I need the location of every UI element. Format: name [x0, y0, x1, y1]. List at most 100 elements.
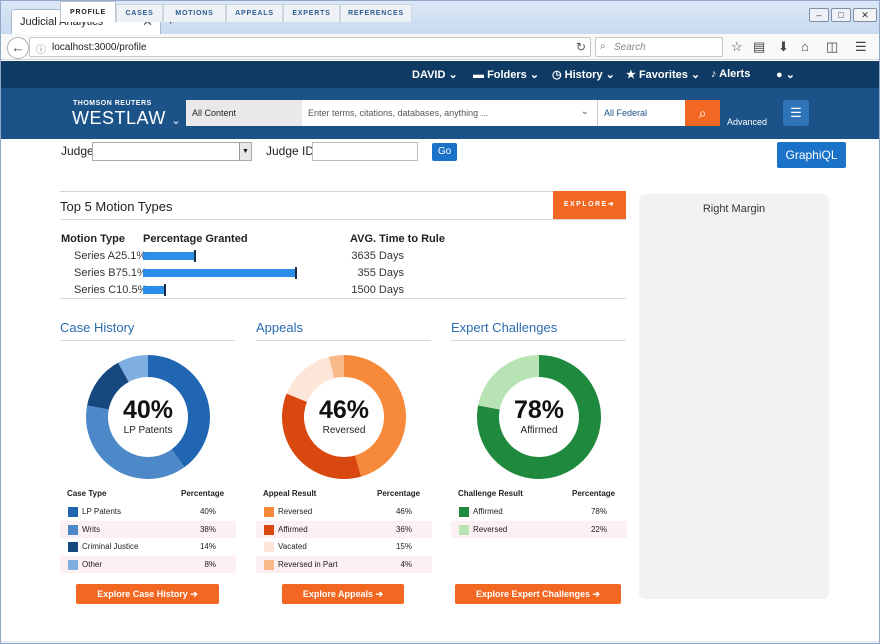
right-margin-label: Right Margin: [702, 203, 766, 215]
expert-challenges-center-label: Affirmed: [520, 425, 558, 436]
window-bottom-edge: [1, 641, 879, 643]
folders-menu[interactable]: ▬ Folders ⌄: [473, 69, 540, 81]
col-avg-time: AVG. Time to Rule: [350, 233, 445, 245]
table-cell-percentage: 78%: [590, 507, 607, 516]
appeals-center-label: Reversed: [322, 425, 366, 436]
appeals-center-percentage: 46%: [318, 396, 370, 424]
tab-cases[interactable]: CASES: [116, 4, 163, 22]
table-cell-name: Reversed in Part: [278, 559, 338, 569]
donut-slice[interactable]: [87, 362, 129, 410]
avg-time-value: 1500 Days: [351, 284, 404, 296]
minimize-icon[interactable]: –: [809, 8, 829, 22]
navigation-bar: ← ⓘ localhost:3000/profile ↻ ⌕ Search ☆ …: [1, 34, 879, 60]
url-text: localhost:3000/profile: [52, 42, 147, 53]
donut-slice[interactable]: [286, 356, 335, 402]
dropdown-arrow-icon[interactable]: ▼: [239, 143, 251, 160]
right-margin-panel: Right Margin: [639, 194, 829, 599]
table-cell-name: Criminal Justice: [82, 542, 139, 551]
donut-slice[interactable]: [328, 355, 344, 379]
explore-button[interactable]: EXPLORE➔: [553, 191, 626, 219]
tabs-divider: [60, 191, 626, 192]
avg-time-value: 3635 Days: [351, 250, 404, 262]
divider: [60, 340, 235, 341]
reading-list-icon[interactable]: ▤: [753, 39, 766, 54]
table-cell-name: Writs: [82, 524, 101, 534]
divider: [451, 340, 626, 341]
tab-motions[interactable]: MOTIONS: [163, 4, 226, 22]
table-header-percentage: Percentage: [377, 489, 421, 498]
advanced-link[interactable]: Advanced: [727, 117, 768, 127]
donut-slice[interactable]: [282, 393, 362, 479]
westlaw-header: THOMSON REUTERS WESTLAW ⌄ All Content En…: [1, 88, 879, 139]
alerts-menu[interactable]: ♪ Alerts: [711, 68, 751, 80]
table-row: Reversed 22%: [451, 520, 627, 538]
divider: [60, 298, 626, 299]
table-cell-percentage: 15%: [395, 542, 412, 551]
jurisdiction-select[interactable]: All Federal: [598, 100, 685, 126]
westlaw-search-input[interactable]: Enter terms, citations, databases, anyth…: [302, 100, 598, 126]
table-row: Vacated 15%: [256, 538, 432, 555]
maximize-icon[interactable]: □: [831, 8, 851, 22]
table-row: Writs 38%: [60, 520, 236, 538]
table-cell-name: Reversed: [278, 507, 313, 516]
table-cell-name: Other: [82, 559, 103, 569]
legend-swatch: [68, 559, 78, 570]
percentage-bar-marker: [295, 267, 297, 279]
graphiql-button[interactable]: GraphiQL: [777, 142, 846, 168]
table-cell-name: Vacated: [278, 542, 307, 551]
legend-swatch: [68, 524, 78, 535]
westlaw-top-nav: DAVID ⌄ ▬ Folders ⌄ ◷ History ⌄ ★ Favori…: [1, 61, 879, 88]
star-icon[interactable]: ☆: [731, 39, 743, 54]
go-button[interactable]: Go: [432, 143, 457, 161]
explore-expert-challenges-button[interactable]: Explore Expert Challenges ➔: [455, 584, 621, 604]
judge-id-input[interactable]: [312, 142, 418, 161]
donut-slice[interactable]: [344, 355, 406, 477]
motion-row-label: Series C10.5%: [74, 284, 148, 296]
content-select[interactable]: All Content: [186, 100, 302, 126]
person-icon: ●: [776, 69, 783, 81]
home-icon[interactable]: ⌂: [801, 39, 809, 54]
url-bar[interactable]: ⓘ localhost:3000/profile ↻: [29, 37, 591, 57]
chevron-down-icon[interactable]: ⌄: [580, 106, 589, 117]
table-cell-percentage: 36%: [395, 524, 412, 534]
download-icon[interactable]: ⬇: [778, 39, 789, 54]
table-row: Affirmed 78%: [451, 503, 627, 520]
donut-slice[interactable]: [477, 355, 601, 479]
reload-icon[interactable]: ↻: [575, 40, 586, 54]
search-button[interactable]: ⌕: [685, 100, 720, 126]
star-icon: ★: [626, 69, 636, 81]
explore-appeals-button[interactable]: Explore Appeals ➔: [282, 584, 404, 604]
history-menu[interactable]: ◷ History ⌄: [552, 69, 615, 81]
explore-case-history-button[interactable]: Explore Case History ➔: [76, 584, 219, 604]
table-header-percentage: Percentage: [181, 489, 225, 498]
account-menu[interactable]: ● ⌄: [776, 69, 795, 81]
user-menu[interactable]: DAVID ⌄: [412, 69, 458, 81]
motions-title: Top 5 Motion Types: [60, 199, 173, 214]
search-placeholder: Enter terms, citations, databases, anyth…: [308, 108, 489, 118]
close-window-icon[interactable]: ✕: [853, 8, 877, 22]
favorites-menu[interactable]: ★ Favorites ⌄: [626, 69, 701, 81]
donut-slice[interactable]: [478, 355, 539, 410]
donut-slice[interactable]: [85, 405, 185, 479]
table-row: Other 8%: [60, 555, 236, 573]
browser-search-input[interactable]: ⌕ Search: [595, 37, 723, 57]
donut-slice[interactable]: [148, 355, 210, 468]
table-row: Affirmed 36%: [256, 520, 432, 538]
table-header-name: Appeal Result: [263, 489, 317, 498]
menu-icon[interactable]: ☰: [855, 39, 867, 54]
pocket-icon[interactable]: ◫: [826, 39, 839, 54]
checklist-icon[interactable]: ☰: [783, 100, 809, 126]
tab-references[interactable]: REFERENCES: [340, 4, 412, 22]
legend-swatch: [459, 507, 469, 517]
back-icon[interactable]: ←: [7, 37, 29, 59]
westlaw-logo[interactable]: WESTLAW ⌄: [72, 108, 182, 128]
donut-slice[interactable]: [118, 355, 148, 382]
brand-tagline: THOMSON REUTERS: [73, 100, 152, 107]
table-row: LP Patents 40%: [60, 503, 236, 520]
info-icon[interactable]: ⓘ: [36, 45, 46, 56]
percentage-bar-marker: [164, 284, 166, 296]
tab-profile[interactable]: PROFILE: [60, 1, 116, 22]
tab-experts[interactable]: EXPERTS: [283, 4, 340, 22]
judge-select[interactable]: ▼: [92, 142, 252, 161]
tab-appeals[interactable]: APPEALS: [226, 4, 283, 22]
